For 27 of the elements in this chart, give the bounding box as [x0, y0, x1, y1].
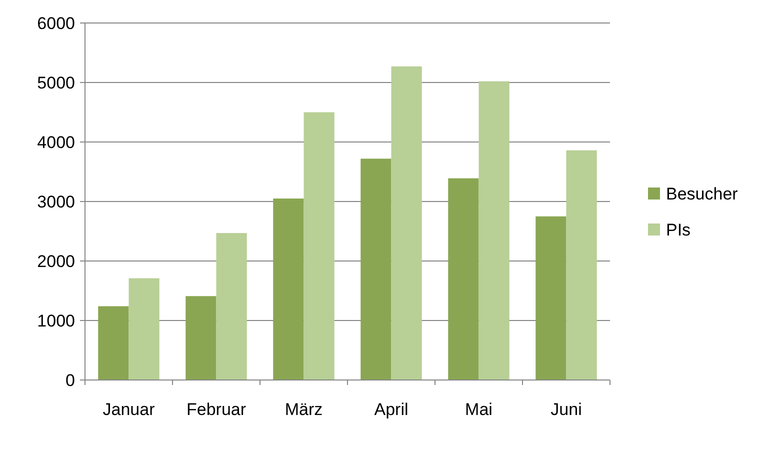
x-tick-label: Februar [186, 400, 246, 419]
bar [128, 278, 160, 380]
x-tick-label: März [284, 400, 323, 419]
x-tick-label: Juni [550, 400, 582, 419]
bar [216, 233, 247, 380]
bar [273, 198, 304, 380]
y-tick-label: 0 [66, 370, 75, 390]
y-tick-label: 1000 [37, 311, 75, 330]
x-tick-label: April [374, 400, 408, 419]
bar [448, 178, 479, 380]
x-tick-label: Mai [465, 400, 492, 419]
legend-label: Besucher [666, 184, 738, 204]
legend-label: PIs [666, 220, 691, 240]
bar [304, 112, 334, 380]
y-tick-label: 3000 [37, 192, 75, 212]
x-tick-label: Januar [102, 400, 156, 419]
bar [391, 66, 422, 380]
bar [566, 150, 597, 380]
bar [478, 81, 510, 380]
y-tick-label: 5000 [37, 73, 75, 92]
bar [536, 216, 566, 380]
y-tick-label: 6000 [37, 14, 75, 33]
bar [360, 158, 392, 380]
bar [98, 306, 129, 380]
bar [186, 296, 216, 380]
y-tick-label: 2000 [37, 252, 75, 271]
y-tick-label: 4000 [37, 132, 75, 152]
